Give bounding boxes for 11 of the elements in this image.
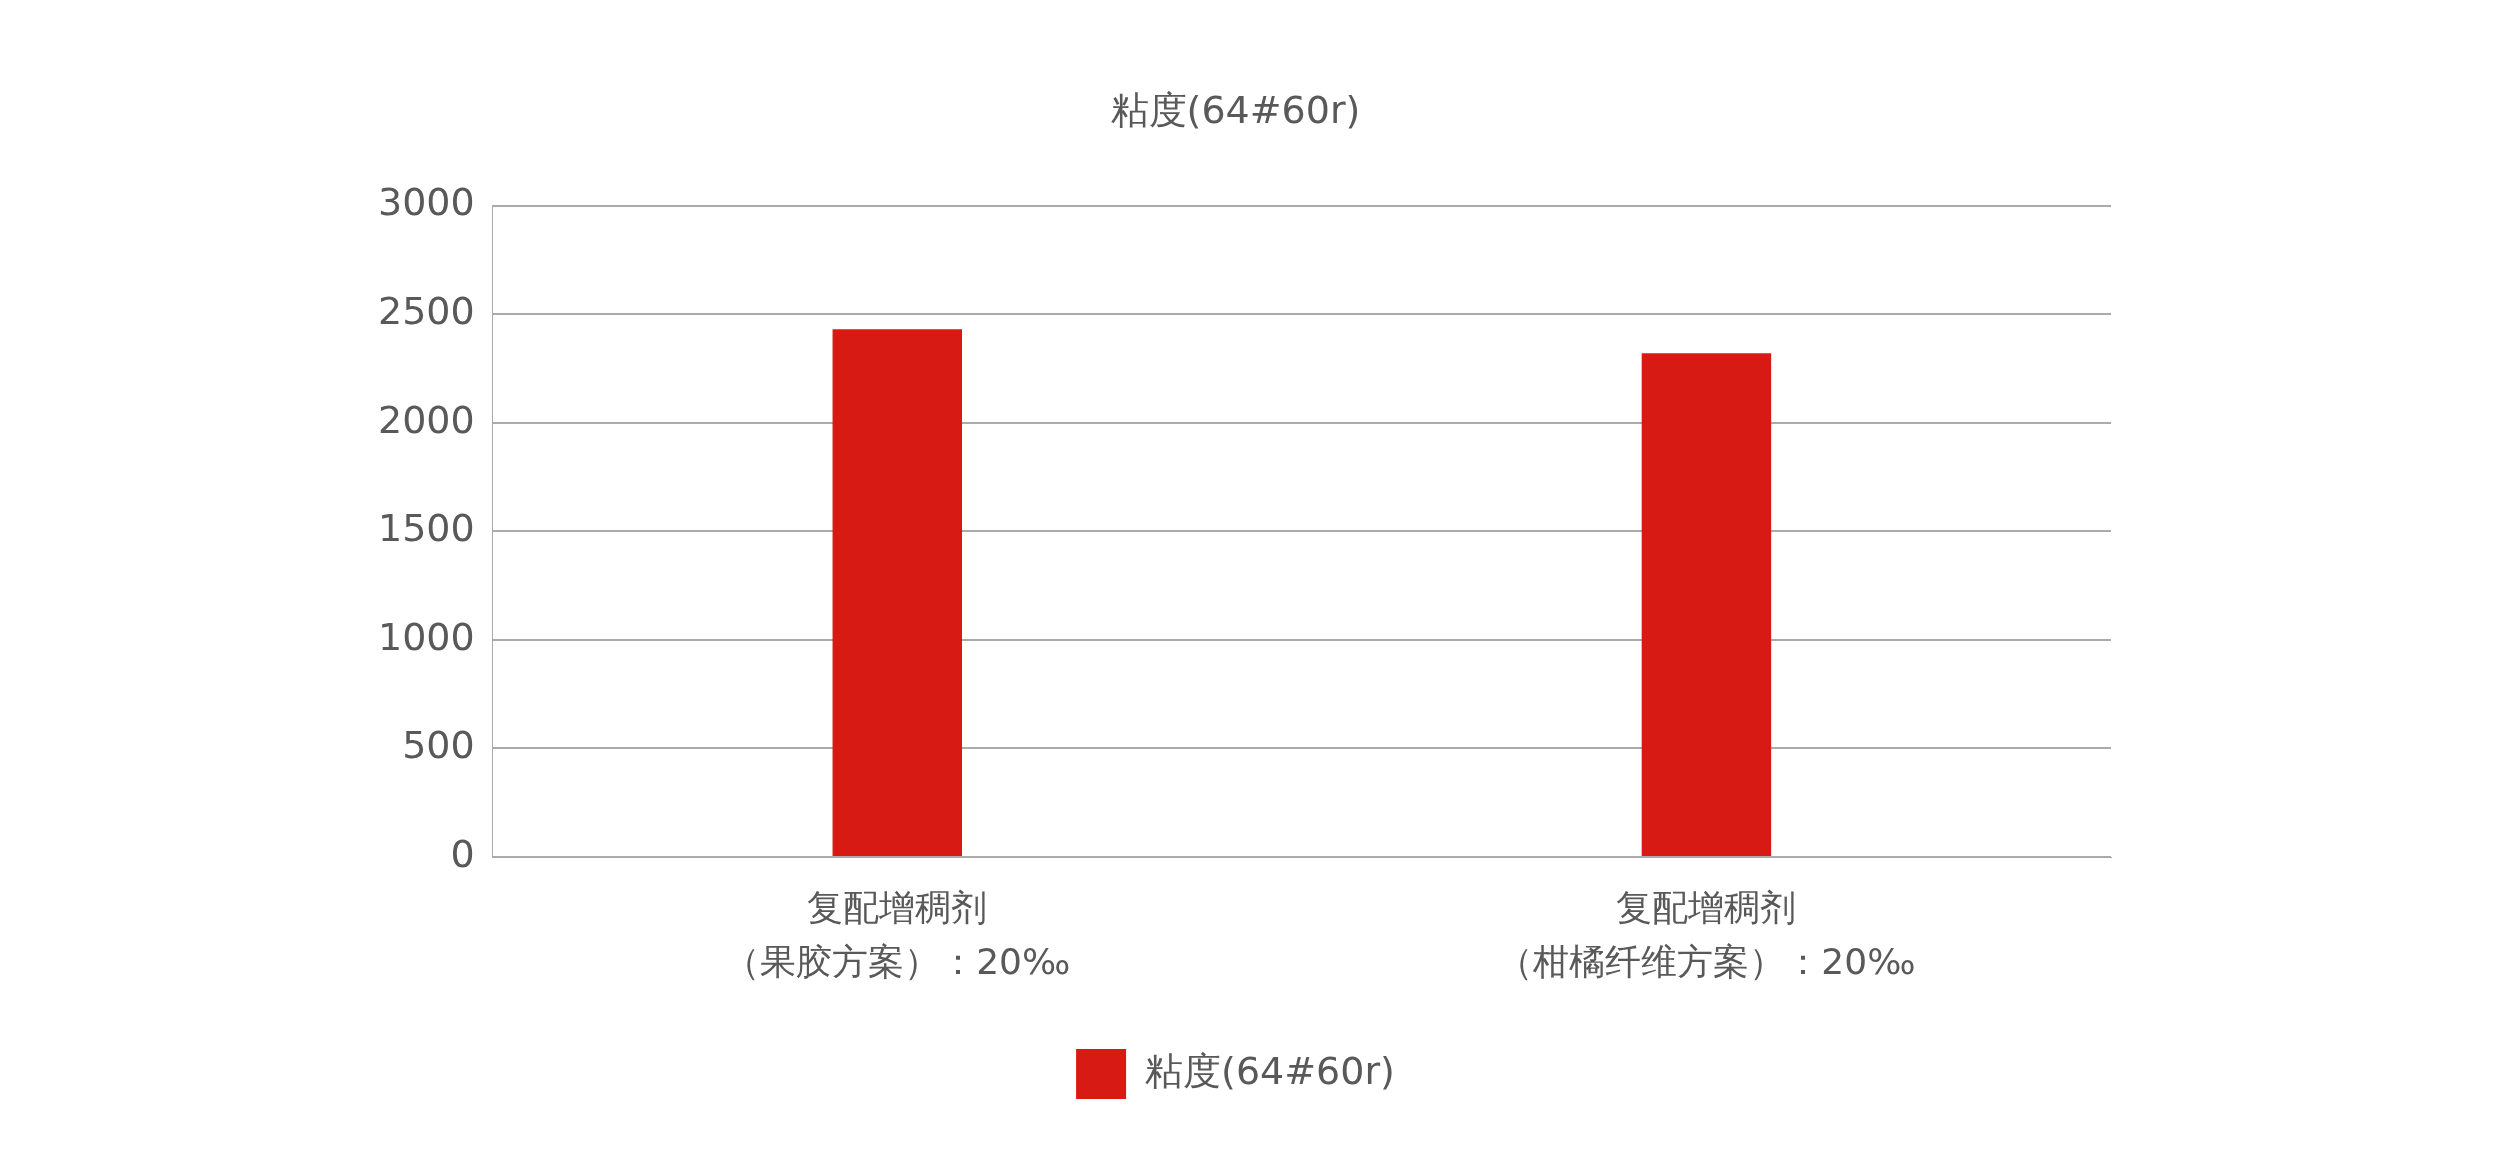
y-tick-label: 1500	[377, 506, 475, 551]
y-tick-label: 3000	[377, 180, 475, 225]
chart-title: 粘度(64#60r)	[1110, 87, 1361, 132]
y-tick-label: 1000	[377, 614, 475, 659]
y-tick-label: 0	[450, 831, 475, 876]
legend-label: 粘度(64#60r)	[1145, 1048, 1395, 1093]
y-tick-label: 2000	[377, 397, 475, 442]
y-tick-label: 2500	[377, 289, 475, 334]
x-tick-label: 复配增稠剂（柑橘纤维方案）：20‰	[1497, 886, 1916, 984]
y-tick-label: 500	[402, 723, 475, 768]
x-tick-label: 复配增稠剂（果胶方案）：20‰	[724, 886, 1071, 984]
